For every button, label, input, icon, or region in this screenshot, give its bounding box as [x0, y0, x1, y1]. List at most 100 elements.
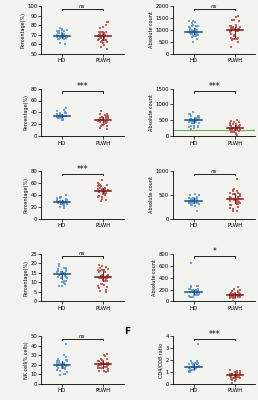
- Point: [61, 270, 65, 277]
- Point: [235, 374, 239, 380]
- Point: [191, 118, 195, 125]
- Point: [187, 118, 191, 125]
- Point: [230, 371, 234, 378]
- Point: [230, 25, 234, 31]
- Point: [190, 359, 194, 366]
- Point: [231, 128, 235, 135]
- Point: [104, 289, 108, 295]
- Point: [230, 380, 234, 386]
- Point: [103, 187, 107, 194]
- Point: [103, 185, 107, 192]
- Point: [64, 197, 68, 203]
- Point: [194, 26, 198, 33]
- Point: [106, 113, 110, 120]
- Point: [60, 363, 64, 370]
- Point: [196, 123, 200, 129]
- Point: [188, 28, 192, 34]
- Point: [96, 36, 101, 43]
- Point: [231, 25, 235, 32]
- Point: [57, 32, 61, 39]
- Point: [230, 124, 234, 131]
- Point: [103, 185, 107, 191]
- Point: [228, 125, 232, 132]
- Point: [105, 362, 109, 368]
- Point: [236, 39, 240, 45]
- Point: [196, 283, 200, 290]
- Point: [187, 293, 191, 299]
- Point: [193, 30, 197, 37]
- Point: [231, 187, 235, 193]
- Point: [60, 115, 64, 122]
- Point: [105, 275, 109, 282]
- Point: [230, 293, 234, 300]
- Point: [196, 288, 200, 294]
- Text: ***: ***: [77, 165, 88, 174]
- Point: [237, 290, 241, 296]
- Point: [62, 265, 66, 271]
- Point: [105, 360, 109, 366]
- Point: [102, 34, 106, 40]
- Point: [63, 281, 67, 287]
- Point: [99, 183, 103, 189]
- Point: [195, 115, 199, 121]
- Point: [63, 112, 67, 119]
- Point: [61, 113, 65, 119]
- Point: [99, 35, 103, 42]
- Point: [235, 124, 239, 130]
- Text: ns: ns: [211, 169, 217, 174]
- Point: [102, 361, 106, 367]
- Point: [57, 261, 61, 267]
- Point: [196, 286, 200, 292]
- Point: [58, 372, 62, 378]
- Point: [63, 371, 67, 378]
- Point: [56, 365, 60, 371]
- Point: [102, 367, 107, 374]
- Point: [63, 270, 68, 276]
- Point: [100, 275, 104, 281]
- Point: [104, 196, 108, 203]
- Point: [194, 365, 198, 372]
- Point: [231, 291, 236, 297]
- Point: [64, 197, 69, 203]
- Point: [58, 368, 62, 374]
- Point: [230, 288, 234, 294]
- Point: [237, 199, 241, 206]
- Point: [195, 358, 199, 364]
- Point: [102, 119, 106, 125]
- Point: [193, 28, 197, 34]
- Point: [106, 360, 110, 366]
- Point: [195, 361, 199, 368]
- Point: [235, 127, 239, 134]
- Point: [96, 358, 100, 364]
- Point: [59, 361, 63, 368]
- Point: [191, 122, 196, 129]
- Point: [196, 200, 200, 206]
- Point: [101, 358, 105, 365]
- Point: [104, 276, 108, 282]
- Point: [228, 190, 232, 197]
- Point: [189, 126, 193, 132]
- Point: [96, 368, 101, 374]
- Point: [55, 358, 59, 364]
- Point: [194, 364, 198, 371]
- Point: [101, 190, 105, 196]
- Point: [229, 289, 233, 296]
- Point: [64, 265, 68, 272]
- Point: [101, 188, 105, 194]
- Point: [189, 116, 193, 122]
- Text: F: F: [124, 327, 130, 336]
- Point: [99, 39, 103, 45]
- Point: [193, 115, 197, 121]
- Point: [193, 18, 197, 25]
- Point: [97, 358, 101, 364]
- Point: [191, 118, 196, 124]
- Point: [232, 186, 236, 192]
- Point: [191, 18, 195, 25]
- Point: [238, 368, 242, 374]
- Point: [100, 114, 104, 120]
- Point: [98, 119, 102, 126]
- Point: [236, 201, 240, 207]
- Point: [106, 266, 110, 272]
- Point: [96, 282, 100, 289]
- Point: [237, 293, 241, 299]
